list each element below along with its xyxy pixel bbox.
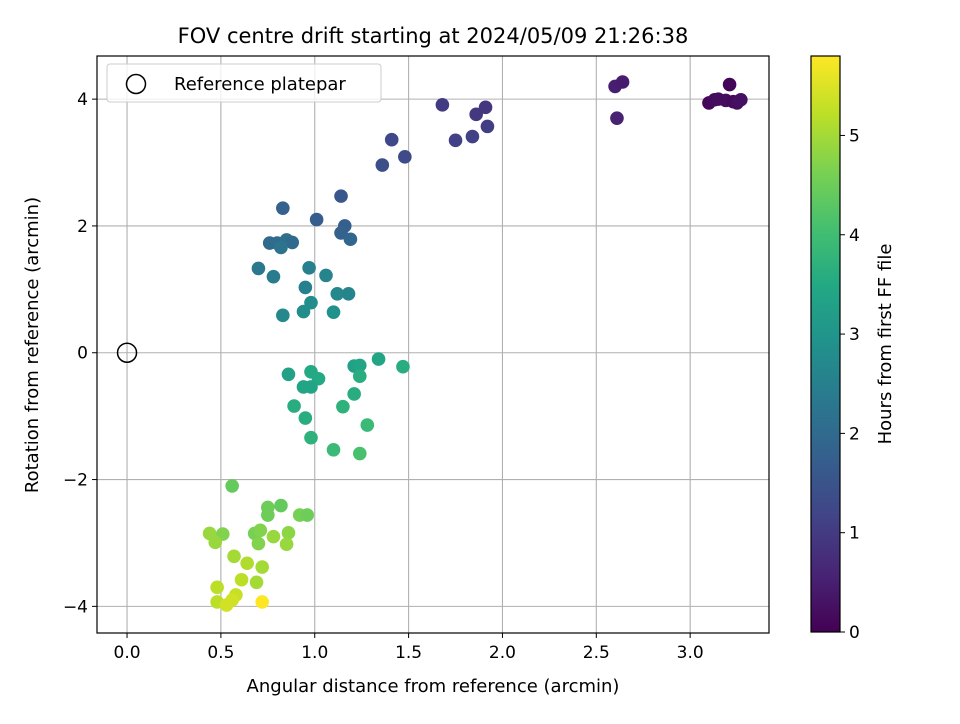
data-point — [304, 295, 318, 310]
data-point — [469, 107, 483, 122]
data-point — [208, 535, 223, 550]
plot-frame — [96, 55, 770, 634]
colorbar-tick-label: 1 — [849, 524, 860, 544]
y-tick-label: −2 — [63, 471, 88, 491]
data-point — [210, 580, 224, 595]
data-point — [478, 100, 493, 115]
data-point — [225, 479, 239, 493]
data-point — [309, 212, 324, 227]
x-tick-label: 2.0 — [489, 643, 516, 663]
legend-reference-marker — [125, 73, 147, 95]
data-point — [435, 98, 450, 112]
data-point — [347, 387, 361, 401]
data-point — [240, 556, 254, 571]
data-point — [298, 280, 313, 295]
data-point — [255, 560, 269, 574]
data-point — [375, 158, 390, 172]
data-point — [448, 133, 463, 148]
colorbar-label: Hours from first FF file — [875, 244, 896, 445]
y-tick-label: 4 — [77, 90, 88, 110]
data-point — [398, 150, 412, 164]
x-tick-label: 1.5 — [395, 643, 422, 663]
data-point — [734, 92, 748, 107]
data-point — [298, 411, 313, 425]
data-point — [300, 508, 315, 522]
data-point — [722, 77, 737, 92]
data-point — [343, 232, 358, 247]
data-point — [296, 304, 311, 319]
data-point — [615, 75, 630, 89]
y-tick-label: 2 — [77, 217, 88, 237]
data-point — [465, 129, 480, 144]
data-point — [319, 268, 333, 283]
data-point — [279, 537, 294, 552]
data-point — [276, 308, 290, 323]
grid-lines — [97, 56, 769, 633]
data-point — [326, 305, 341, 319]
data-point — [287, 399, 301, 413]
data-point — [352, 446, 367, 461]
data-point — [396, 359, 410, 374]
data-point — [251, 261, 266, 276]
data-point — [266, 269, 281, 284]
legend-box — [106, 63, 382, 103]
data-point — [352, 358, 367, 373]
data-point — [219, 598, 234, 612]
y-axis-label: Rotation from reference (arcmin) — [22, 197, 43, 493]
data-point — [274, 240, 288, 255]
data-point — [334, 189, 348, 203]
data-point — [281, 526, 296, 540]
colorbar-gradient — [810, 55, 841, 633]
data-point — [249, 575, 264, 590]
colorbar: 0 1 2 3 4 5 Hours from first FF file — [810, 55, 896, 643]
data-point — [266, 529, 281, 544]
data-point — [281, 367, 296, 382]
data-point — [304, 380, 318, 394]
colorbar-tick-label: 3 — [849, 325, 860, 345]
data-point — [285, 235, 300, 250]
data-point — [234, 572, 249, 587]
data-point — [255, 595, 269, 609]
data-point — [610, 111, 624, 125]
data-point — [336, 399, 350, 414]
data-points — [116, 75, 748, 612]
chart-title: FOV centre drift starting at 2024/05/09 … — [178, 24, 689, 48]
y-tick-label: 0 — [77, 344, 88, 364]
data-point — [360, 418, 375, 432]
x-axis-label: Angular distance from reference (arcmin) — [247, 676, 620, 697]
legend-reference-label: Reference platepar — [174, 74, 346, 95]
data-point — [251, 536, 266, 551]
data-point — [261, 508, 275, 522]
data-point — [326, 442, 341, 457]
x-tick-label: 1.0 — [301, 643, 328, 663]
data-point — [384, 132, 399, 147]
colorbar-tick-label: 2 — [849, 424, 860, 444]
y-tick-label: −4 — [63, 597, 88, 617]
data-point — [253, 523, 268, 538]
x-tick-label: 3.0 — [677, 643, 704, 663]
data-point — [480, 119, 495, 134]
data-point — [274, 498, 288, 513]
colorbar-tick-label: 0 — [849, 623, 860, 643]
data-point — [371, 352, 386, 366]
axes: 0.0 0.5 1.0 1.5 2.0 2.5 3.0 −4 −2 0 2 4 — [63, 55, 770, 663]
x-tick-label: 0.0 — [114, 643, 141, 663]
colorbar-ticks: 0 1 2 3 4 5 — [840, 126, 860, 643]
reference-platepar-marker — [116, 342, 138, 363]
colorbar-tick-label: 5 — [849, 126, 860, 146]
x-tick-label: 2.5 — [583, 643, 610, 663]
x-tick-label: 0.5 — [207, 643, 234, 663]
colorbar-tick-label: 4 — [849, 226, 860, 246]
data-point — [330, 286, 345, 301]
data-point — [341, 286, 356, 301]
data-point — [304, 430, 318, 445]
data-point — [352, 369, 367, 384]
legend: Reference platepar — [106, 63, 382, 103]
data-point — [302, 260, 316, 275]
data-point — [276, 201, 290, 215]
data-point — [227, 549, 241, 564]
